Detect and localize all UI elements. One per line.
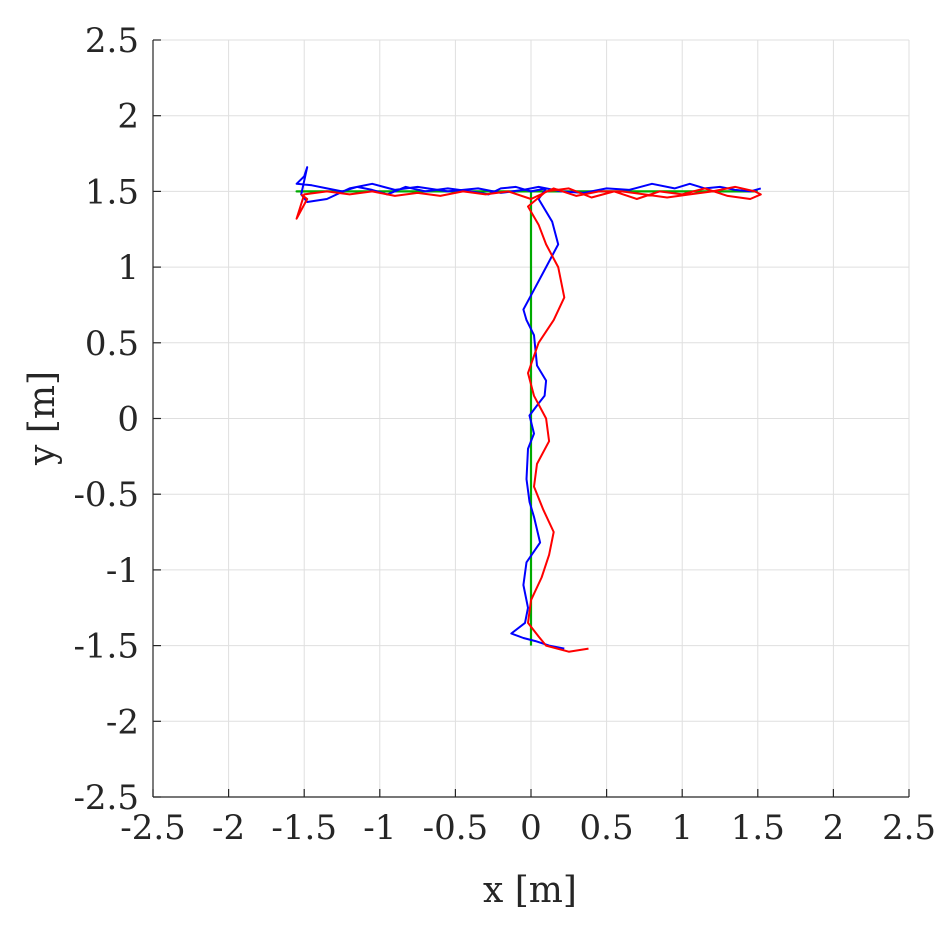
y-tick-label-5: 0 xyxy=(117,400,139,440)
x-tick-label-5: 0 xyxy=(520,808,542,848)
series-line-2 xyxy=(295,185,762,653)
x-tick-label-9: 2 xyxy=(823,808,845,848)
y-tick-label-2: -1.5 xyxy=(73,627,139,667)
y-tick-label-0: -2.5 xyxy=(73,778,139,818)
x-tick-label-8: 1.5 xyxy=(731,808,785,848)
y-tick-label-7: 1 xyxy=(117,248,139,288)
x-tick-label-7: 1 xyxy=(671,808,693,848)
x-tick-label-6: 0.5 xyxy=(580,808,634,848)
series-line-1 xyxy=(295,166,762,650)
x-tick-label-10: 2.5 xyxy=(882,808,936,848)
y-tick-label-1: -2 xyxy=(106,702,139,742)
tick-labels: -2.5 -2 -1.5 -1 -0.5 0 0.5 1 1.5 2 2.5 -2.5 -2 -1.5 -1… xyxy=(73,21,936,848)
x-tick-label-4: -0.5 xyxy=(423,808,489,848)
x-axis-label: x [m] xyxy=(483,870,577,911)
y-tick-label-9: 2 xyxy=(117,97,139,137)
y-axis-label: y [m] xyxy=(22,371,63,466)
x-tick-label-3: -1 xyxy=(363,808,396,848)
y-tick-label-4: -0.5 xyxy=(73,475,139,515)
x-tick-label-1: -2 xyxy=(212,808,245,848)
x-tick-label-2: -1.5 xyxy=(271,808,337,848)
y-tick-label-6: 0.5 xyxy=(85,324,139,364)
axes xyxy=(152,39,910,798)
y-tick-label-3: -1 xyxy=(106,551,139,591)
x-tick-label-0: -2.5 xyxy=(120,808,186,848)
y-tick-label-8: 1.5 xyxy=(85,172,139,212)
y-tick-label-10: 2.5 xyxy=(85,21,139,61)
series-layer xyxy=(295,166,762,653)
